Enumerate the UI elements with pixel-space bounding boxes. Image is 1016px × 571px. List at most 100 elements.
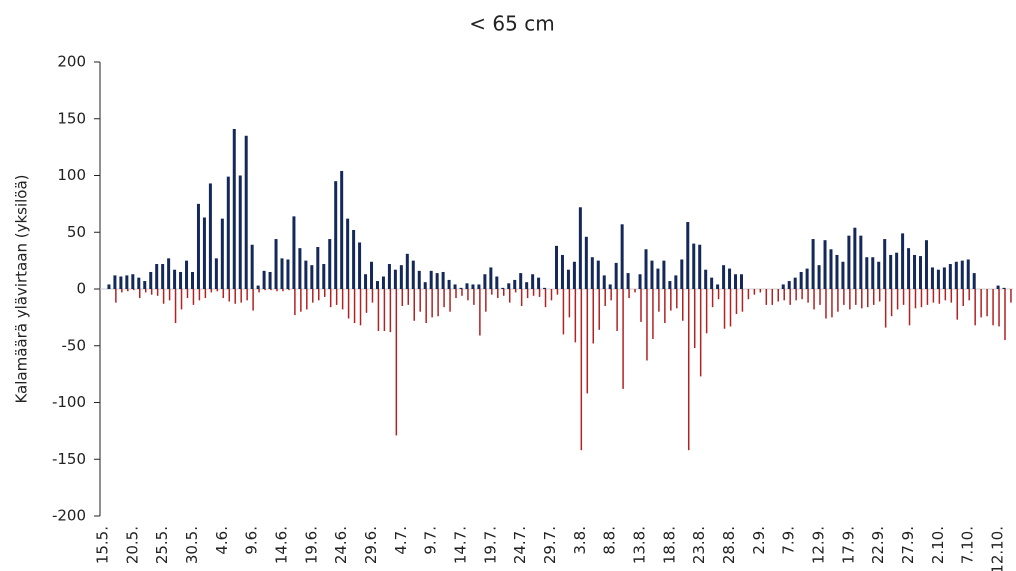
bar xyxy=(286,259,290,289)
bar xyxy=(431,289,433,318)
bar xyxy=(288,289,290,291)
bar xyxy=(479,289,481,336)
bar xyxy=(371,289,374,303)
bar xyxy=(710,277,714,289)
bar xyxy=(728,268,732,289)
bar xyxy=(944,289,947,301)
bar xyxy=(954,261,958,289)
bar xyxy=(411,260,415,289)
bar xyxy=(119,276,123,289)
bar xyxy=(574,289,577,343)
bar xyxy=(228,289,230,302)
bar xyxy=(592,289,595,344)
bar xyxy=(646,289,648,361)
bar xyxy=(586,289,589,394)
bar xyxy=(902,289,905,305)
bar xyxy=(936,269,940,289)
bar xyxy=(238,175,242,289)
bar xyxy=(966,259,970,289)
bar xyxy=(312,289,314,303)
bar xyxy=(883,239,887,289)
bar xyxy=(801,289,803,300)
bar xyxy=(747,289,750,300)
bar xyxy=(413,289,415,321)
bar xyxy=(913,254,917,289)
bar xyxy=(370,261,374,289)
bar xyxy=(405,253,409,289)
bar xyxy=(799,271,803,289)
x-tick-label: 29.6. xyxy=(362,526,380,564)
bar xyxy=(919,256,923,289)
bar xyxy=(795,289,797,301)
bar xyxy=(674,275,678,289)
bar xyxy=(640,289,642,322)
x-tick-label: 7.10. xyxy=(959,526,977,564)
bar xyxy=(149,271,153,289)
bar xyxy=(825,289,827,319)
x-tick-label: 4.6. xyxy=(213,526,231,555)
bar xyxy=(932,289,935,303)
bar xyxy=(520,289,523,307)
bar xyxy=(889,254,893,289)
bar xyxy=(739,274,743,289)
bar xyxy=(652,289,654,339)
bar xyxy=(508,289,511,303)
bar xyxy=(855,289,857,305)
bar xyxy=(316,247,320,289)
bar xyxy=(467,289,469,301)
x-tick-label: 9.7. xyxy=(422,526,440,555)
bar xyxy=(716,284,720,289)
bar xyxy=(974,289,976,326)
bar xyxy=(884,289,887,328)
bar xyxy=(664,289,666,324)
x-tick-label: 3.8. xyxy=(571,526,589,555)
bar xyxy=(258,289,260,293)
bar xyxy=(226,176,230,289)
bar xyxy=(872,289,875,305)
bar xyxy=(133,289,135,291)
bar xyxy=(811,239,815,289)
x-tick-label: 25.5. xyxy=(153,526,171,564)
bar xyxy=(890,289,893,317)
bar xyxy=(537,277,541,289)
bar xyxy=(787,281,791,289)
bar xyxy=(926,289,929,305)
x-tick-label: 20.5. xyxy=(123,526,141,564)
bar xyxy=(447,279,451,289)
bar xyxy=(322,264,326,289)
bar xyxy=(602,275,606,289)
x-tick-label: 27.9. xyxy=(899,526,917,564)
bar xyxy=(449,289,451,312)
bar xyxy=(555,245,558,289)
bar xyxy=(270,289,272,291)
bar xyxy=(335,289,338,305)
bar xyxy=(950,289,953,303)
bar xyxy=(453,284,457,289)
bar xyxy=(781,284,785,289)
bar xyxy=(1002,287,1006,289)
bar xyxy=(596,260,600,289)
bar xyxy=(722,265,726,289)
bar xyxy=(461,289,463,296)
x-tick-label: 17.9. xyxy=(839,526,857,564)
bar xyxy=(167,258,171,289)
bar xyxy=(644,249,648,289)
bar xyxy=(871,257,875,289)
bar xyxy=(268,271,272,289)
bar xyxy=(497,289,499,299)
bar xyxy=(256,285,260,289)
y-tick-label: 100 xyxy=(57,166,86,184)
bar xyxy=(693,289,696,349)
bar xyxy=(980,289,982,318)
bar xyxy=(658,289,660,312)
bar xyxy=(996,285,1000,289)
bar xyxy=(956,289,959,320)
bar xyxy=(680,259,684,289)
x-tick-label: 19.6. xyxy=(302,526,320,564)
bar xyxy=(401,289,404,307)
bar xyxy=(423,282,427,289)
bar xyxy=(310,265,314,289)
x-tick-label: 22.9. xyxy=(869,526,887,564)
bar xyxy=(901,233,905,289)
bar xyxy=(578,207,582,289)
